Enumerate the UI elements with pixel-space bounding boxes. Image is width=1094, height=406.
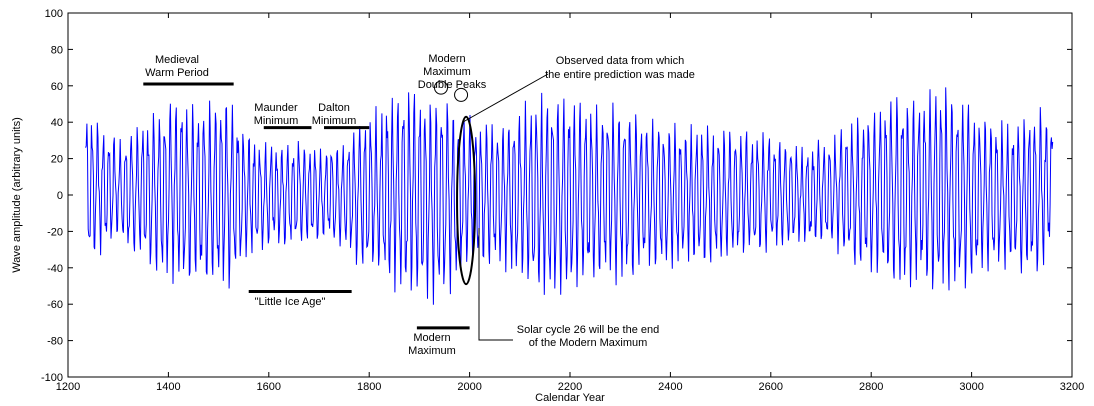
observed-leader-line [462,73,549,123]
medieval-label-1: Medieval [155,54,199,66]
y-tick-label: 40 [51,117,63,129]
x-tick-label: 1800 [357,381,381,393]
x-tick-label: 2800 [859,381,883,393]
double-peak-circle-2 [454,87,469,102]
x-tick-label: 1200 [56,381,80,393]
y-tick-label: 20 [51,154,63,166]
x-axis-title: Calendar Year [535,392,605,404]
y-tick-label: -100 [41,372,63,384]
double-peak-circle-1 [433,80,448,95]
x-tick-label: 2400 [658,381,682,393]
y-tick-label: -20 [47,226,63,238]
double-peaks-label-3: Double Peaks [418,79,487,91]
solar-cycle-leader-line [478,228,513,341]
y-tick-label: -80 [47,336,63,348]
x-tick-label: 2600 [759,381,783,393]
observed-label-2: the entire prediction was made [545,69,695,81]
y-tick-label: -60 [47,299,63,311]
series-line [85,87,1054,305]
double-peaks-label-2: Maximum [423,66,471,78]
y-axis-title: Wave amplitude (arbitrary units) [11,117,23,272]
y-tick-label: -40 [47,263,63,275]
modern-maximum-label-1: Modern [413,332,450,344]
x-tick-label: 1600 [257,381,281,393]
modern-maximum-label-2: Maximum [408,345,456,357]
x-tick-label: 3200 [1060,381,1084,393]
y-tick-label: 80 [51,44,63,56]
solar-cycle-label-2: of the Modern Maximum [529,337,648,349]
double-peaks-label-1: Modern [428,53,465,65]
little-ice-age-label: "Little Ice Age" [255,296,326,308]
y-tick-label: 0 [57,190,63,202]
observed-data-ellipse [456,115,477,286]
solar-cycle-label-1: Solar cycle 26 will be the end [517,324,659,336]
dalton-label-1: Dalton [318,102,350,114]
maunder-label-1: Maunder [254,102,298,114]
y-tick-label: 60 [51,81,63,93]
dalton-label-2: Minimum [312,115,357,127]
observed-label-1: Observed data from which [556,55,684,67]
x-tick-label: 1400 [156,381,180,393]
y-tick-label: 100 [45,8,63,20]
medieval-label-2: Warm Period [145,67,209,79]
series-layer [85,87,1054,305]
maunder-label-2: Minimum [254,115,299,127]
x-tick-label: 3000 [959,381,983,393]
ticks-layer: 1200 1400 1600 1800 2000 2200 2400 2600 2800 3000… [41,8,1084,393]
x-tick-label: 2000 [457,381,481,393]
x-tick-label: 2200 [558,381,582,393]
